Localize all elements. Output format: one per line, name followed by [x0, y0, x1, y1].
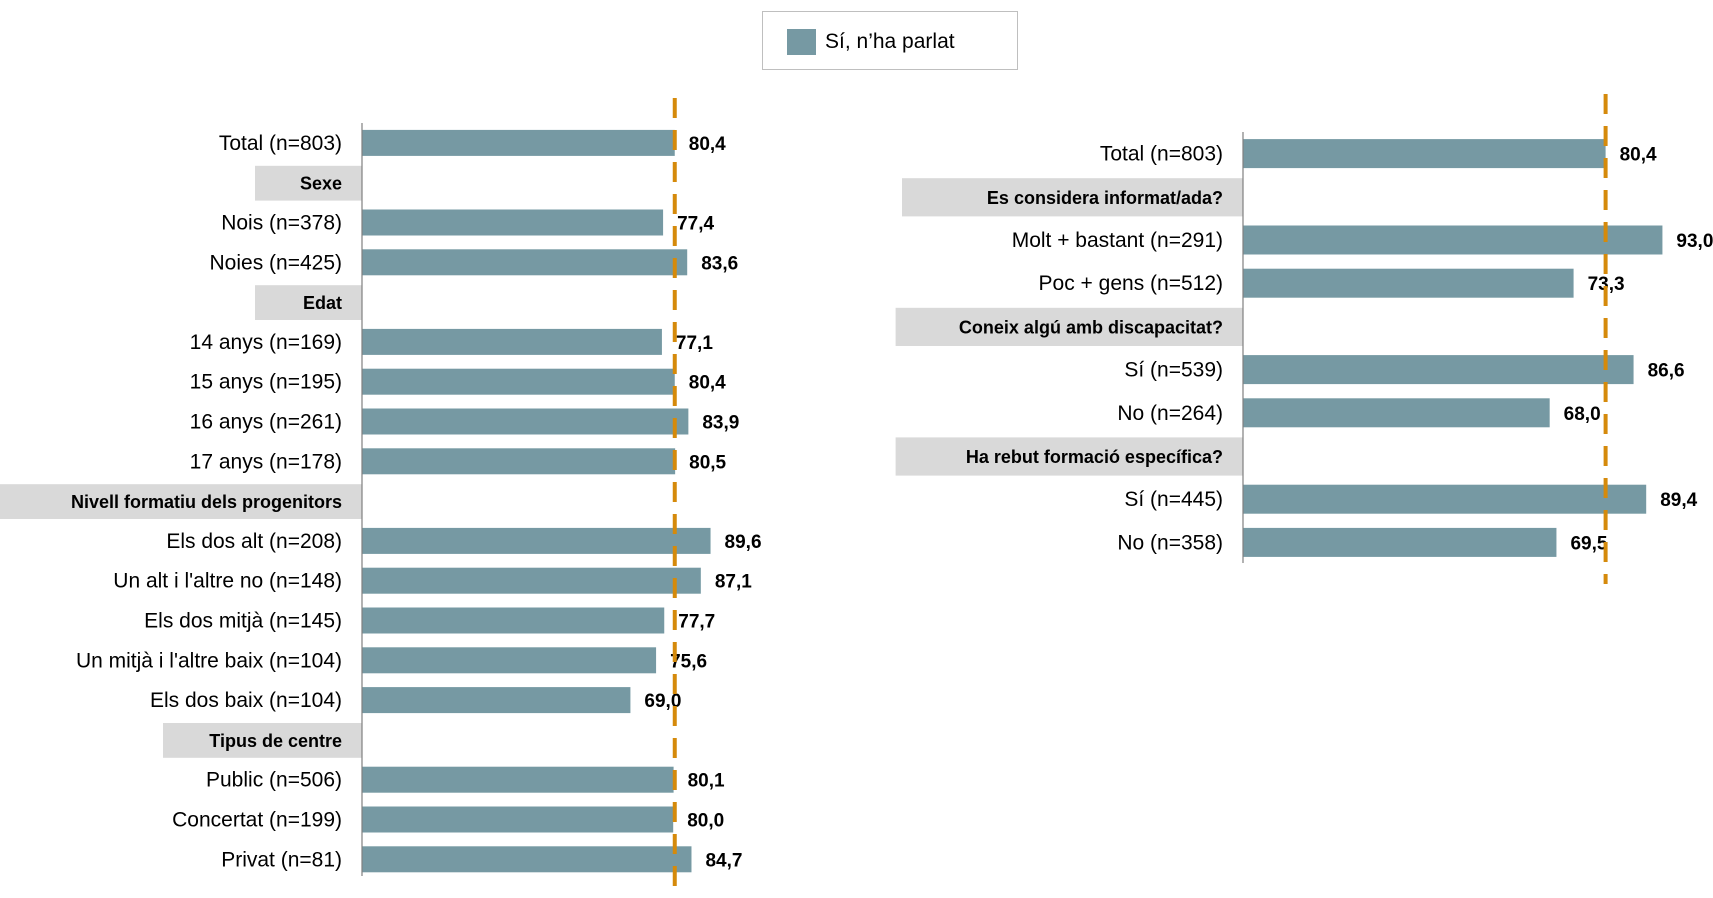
value-label: 86,6 — [1648, 361, 1685, 382]
category-label: Els dos mitjà (n=145) — [144, 610, 342, 633]
value-label: 80,4 — [1620, 145, 1657, 166]
value-label: 83,6 — [701, 253, 738, 274]
bar — [362, 527, 711, 554]
value-label: 80,5 — [689, 452, 726, 473]
value-label: 80,4 — [689, 373, 726, 394]
bar — [1243, 527, 1557, 557]
value-label: 80,4 — [689, 134, 726, 155]
value-label: 84,7 — [705, 850, 742, 871]
group-label: Tipus de centre — [209, 731, 342, 751]
category-label: Un mitjà i l'altre baix (n=104) — [76, 649, 342, 672]
bar — [362, 687, 631, 714]
category-label: Public (n=506) — [206, 769, 342, 792]
value-label: 77,1 — [676, 333, 713, 354]
category-label: 16 anys (n=261) — [190, 411, 342, 434]
group-band — [163, 723, 362, 758]
bar — [1243, 268, 1574, 298]
value-label: 93,0 — [1676, 231, 1713, 252]
category-label: Els dos alt (n=208) — [166, 530, 342, 553]
legend: Sí, n’ha parlat — [762, 11, 1018, 70]
category-label: Poc + gens (n=512) — [1039, 272, 1223, 295]
value-label: 77,7 — [678, 612, 715, 633]
category-label: Molt + bastant (n=291) — [1012, 229, 1223, 252]
category-label: Privat (n=81) — [221, 848, 342, 871]
bar — [362, 567, 701, 594]
legend-swatch — [787, 29, 816, 55]
bar — [362, 408, 689, 435]
category-label: Total (n=803) — [219, 132, 342, 155]
value-label: 73,3 — [1588, 274, 1625, 295]
value-label: 89,4 — [1660, 490, 1697, 511]
value-label: 69,5 — [1570, 533, 1607, 554]
category-label: Total (n=803) — [1100, 143, 1223, 166]
group-label: Edat — [303, 293, 342, 313]
bar — [362, 846, 692, 873]
bar — [362, 448, 676, 475]
category-label: Un alt i l'altre no (n=148) — [113, 570, 342, 593]
bar — [1243, 225, 1663, 255]
category-label: No (n=358) — [1117, 531, 1223, 554]
bar — [362, 368, 675, 395]
category-label: 14 anys (n=169) — [190, 331, 342, 354]
group-band — [0, 484, 363, 519]
category-label: 17 anys (n=178) — [190, 450, 342, 473]
bar — [1243, 139, 1606, 169]
value-label: 89,6 — [725, 532, 762, 553]
bar — [362, 249, 688, 276]
group-band — [895, 437, 1243, 476]
group-band — [255, 285, 362, 320]
group-label: Es considera informat/ada? — [987, 188, 1223, 208]
value-label: 87,1 — [715, 572, 752, 593]
bar — [1243, 484, 1647, 514]
bar — [362, 607, 665, 634]
group-label: Coneix algú amb discapacitat? — [959, 317, 1223, 337]
bar — [362, 647, 657, 674]
value-label: 69,0 — [644, 691, 681, 712]
bar — [362, 129, 675, 156]
value-label: 83,9 — [702, 413, 739, 434]
category-label: No (n=264) — [1117, 402, 1223, 425]
category-label: Concertat (n=199) — [172, 809, 342, 832]
group-label: Ha rebut formació específica? — [966, 447, 1223, 467]
value-label: 80,0 — [687, 811, 724, 832]
bar — [362, 328, 662, 355]
value-label: 68,0 — [1564, 404, 1601, 425]
category-label: Nois (n=378) — [221, 212, 342, 235]
group-label: Nivell formatiu dels progenitors — [71, 492, 342, 512]
category-label: Els dos baix (n=104) — [150, 689, 342, 712]
bar — [362, 766, 674, 793]
category-label: Sí (n=539) — [1124, 359, 1223, 382]
group-band — [895, 307, 1243, 346]
bar — [362, 209, 664, 236]
group-band — [255, 165, 362, 201]
category-label: 15 anys (n=195) — [190, 371, 342, 394]
legend-label: Sí, n’ha parlat — [825, 30, 955, 53]
category-label: Sí (n=445) — [1124, 488, 1223, 511]
bar — [1243, 398, 1550, 428]
value-label: 77,4 — [677, 214, 714, 235]
value-label: 80,1 — [688, 771, 725, 792]
category-label: Noies (n=425) — [210, 251, 343, 274]
bar — [1243, 355, 1634, 385]
value-label: 75,6 — [670, 651, 707, 672]
group-label: Sexe — [300, 174, 342, 194]
bar — [362, 806, 674, 833]
group-band — [902, 178, 1243, 217]
